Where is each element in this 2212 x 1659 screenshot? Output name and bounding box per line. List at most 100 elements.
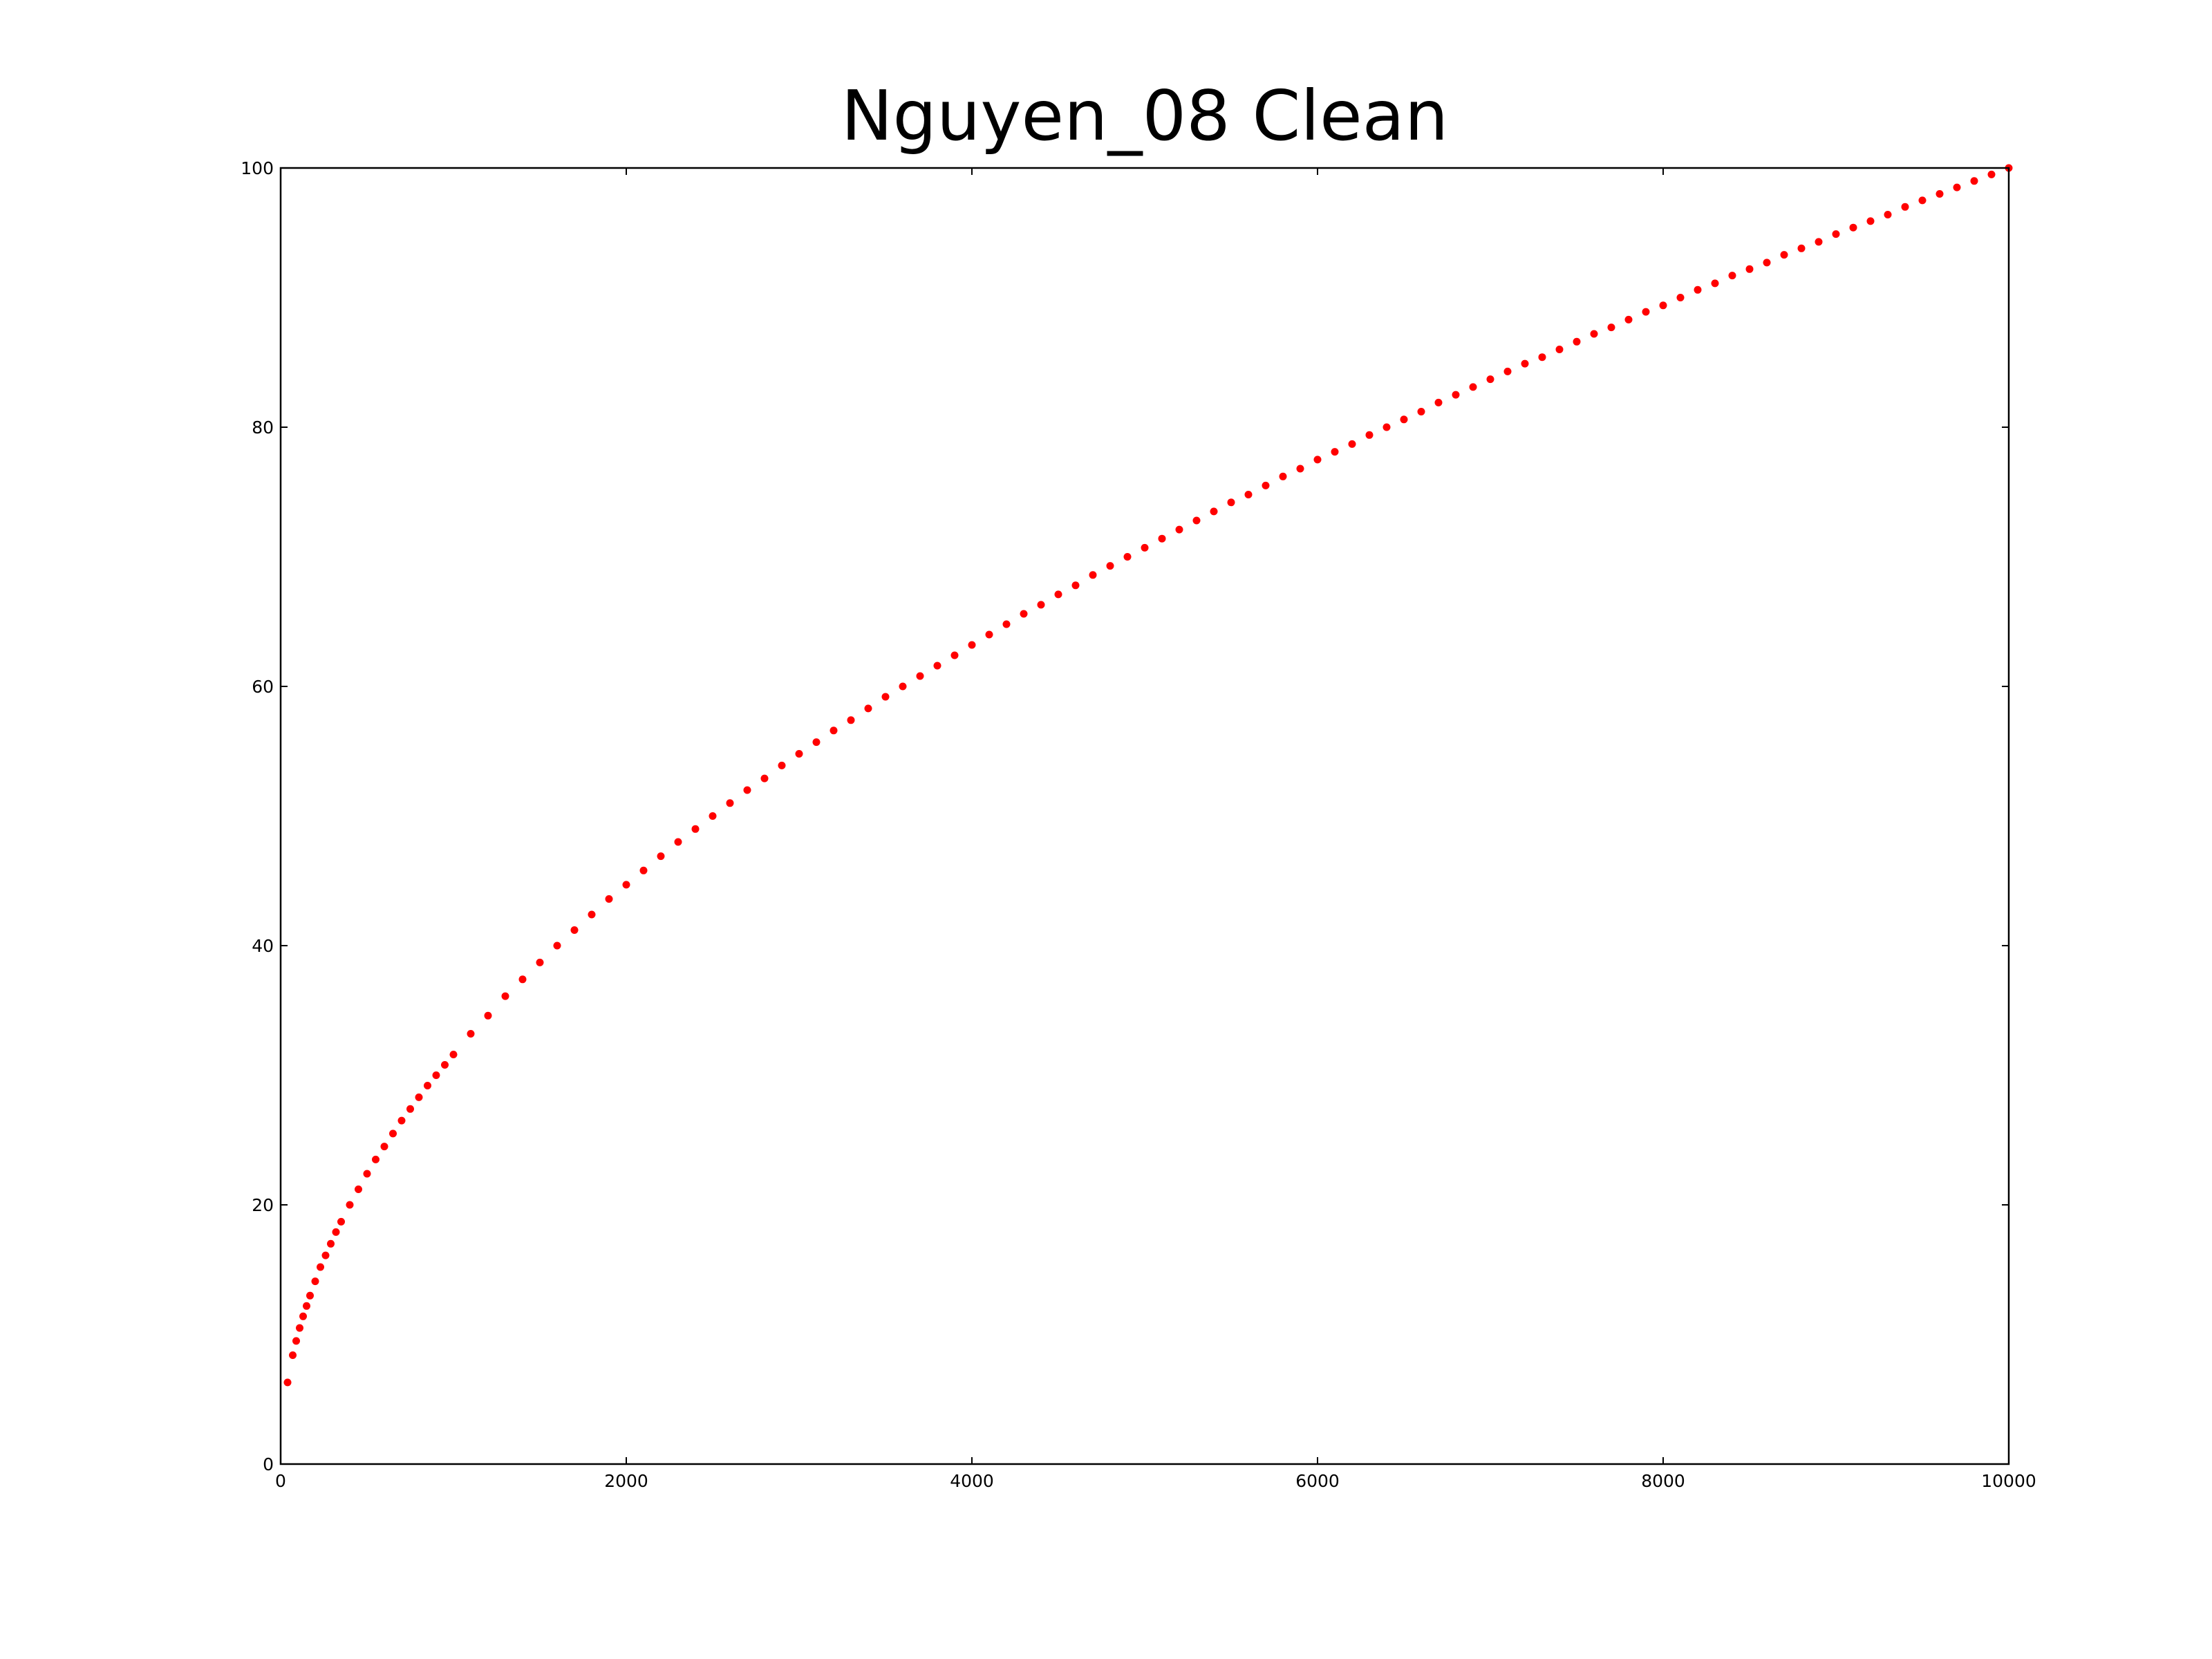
data-point	[355, 1185, 362, 1193]
data-point	[296, 1324, 303, 1332]
data-point	[553, 941, 561, 950]
data-point	[1210, 507, 1218, 516]
data-point	[1417, 408, 1425, 415]
y-tick-label: 20	[252, 1195, 274, 1215]
data-point	[372, 1155, 379, 1163]
data-point	[864, 704, 872, 713]
data-point	[743, 786, 751, 794]
data-point	[467, 1030, 475, 1038]
data-point	[306, 1291, 314, 1300]
data-point	[1313, 456, 1322, 464]
data-point	[1175, 525, 1183, 534]
data-point	[778, 761, 786, 769]
data-point	[726, 799, 734, 807]
data-point	[327, 1239, 335, 1248]
y-tick-label: 60	[252, 677, 274, 697]
data-point	[311, 1277, 319, 1286]
data-point	[605, 895, 613, 903]
data-point	[406, 1105, 414, 1113]
data-point	[950, 651, 959, 659]
y-tick-label: 0	[263, 1454, 274, 1474]
data-point	[916, 672, 924, 680]
data-point	[657, 852, 665, 861]
data-point	[1711, 279, 1719, 288]
data-point	[691, 825, 700, 833]
data-point	[424, 1082, 431, 1089]
data-point	[1089, 571, 1097, 579]
data-point	[899, 682, 907, 691]
data-point	[299, 1312, 307, 1320]
data-point	[622, 881, 630, 889]
data-point	[415, 1093, 423, 1101]
data-point	[303, 1302, 310, 1310]
data-point	[968, 641, 976, 649]
data-point	[346, 1201, 354, 1209]
data-point	[484, 1011, 492, 1020]
data-point	[317, 1263, 324, 1271]
data-point	[1400, 415, 1408, 424]
data-point	[389, 1130, 397, 1138]
data-point	[441, 1061, 449, 1069]
data-point	[449, 1051, 458, 1058]
data-point	[1296, 465, 1304, 473]
data-point	[1503, 367, 1512, 375]
data-point	[1849, 223, 1857, 232]
data-point	[292, 1337, 300, 1345]
data-point	[985, 630, 993, 639]
data-point	[1573, 337, 1581, 346]
data-point	[1918, 196, 1927, 205]
data-point	[933, 662, 941, 670]
data-point	[1123, 553, 1132, 561]
data-point	[1279, 472, 1287, 480]
data-point	[1365, 431, 1374, 439]
data-point	[1452, 391, 1460, 399]
data-point	[588, 910, 596, 919]
data-point	[501, 992, 509, 1000]
data-point	[1832, 230, 1840, 238]
data-point	[1815, 238, 1823, 246]
data-point	[536, 958, 544, 966]
data-point	[397, 1116, 406, 1125]
x-tick-label: 4000	[950, 1471, 994, 1491]
data-point	[1192, 516, 1201, 525]
plot-frame	[279, 167, 2010, 1465]
data-point	[639, 866, 648, 874]
x-tick-label: 8000	[1641, 1471, 1685, 1491]
data-point	[1054, 590, 1062, 599]
data-point	[1676, 294, 1685, 301]
data-point	[1728, 272, 1736, 280]
data-point	[1071, 581, 1080, 590]
data-point	[1694, 285, 1702, 294]
chart-title: Nguyen_08 Clean	[841, 75, 1449, 156]
data-point	[1538, 353, 1546, 362]
y-tick-label: 40	[252, 936, 274, 956]
data-point	[1987, 170, 1996, 178]
data-point	[1745, 265, 1754, 273]
data-point	[1797, 244, 1806, 252]
data-point	[760, 774, 769, 782]
data-point	[1866, 217, 1875, 225]
data-point	[432, 1071, 440, 1079]
data-point	[570, 926, 579, 934]
data-point	[1521, 359, 1529, 368]
data-point	[1780, 251, 1788, 259]
data-point	[337, 1217, 345, 1226]
data-point	[1590, 330, 1598, 338]
data-point	[1624, 315, 1633, 324]
data-point	[709, 812, 717, 820]
data-point	[674, 838, 682, 846]
data-point	[1227, 498, 1235, 507]
data-point	[1884, 211, 1892, 218]
data-point	[795, 750, 803, 758]
data-point	[321, 1251, 330, 1259]
data-point	[1002, 620, 1011, 628]
data-point	[1763, 259, 1771, 267]
x-tick-label: 6000	[1295, 1471, 1340, 1491]
data-point	[1659, 301, 1667, 310]
data-point	[1607, 324, 1615, 332]
data-point	[830, 727, 838, 735]
data-point	[1020, 610, 1028, 618]
data-point	[1348, 440, 1356, 448]
x-tick-label: 2000	[604, 1471, 648, 1491]
